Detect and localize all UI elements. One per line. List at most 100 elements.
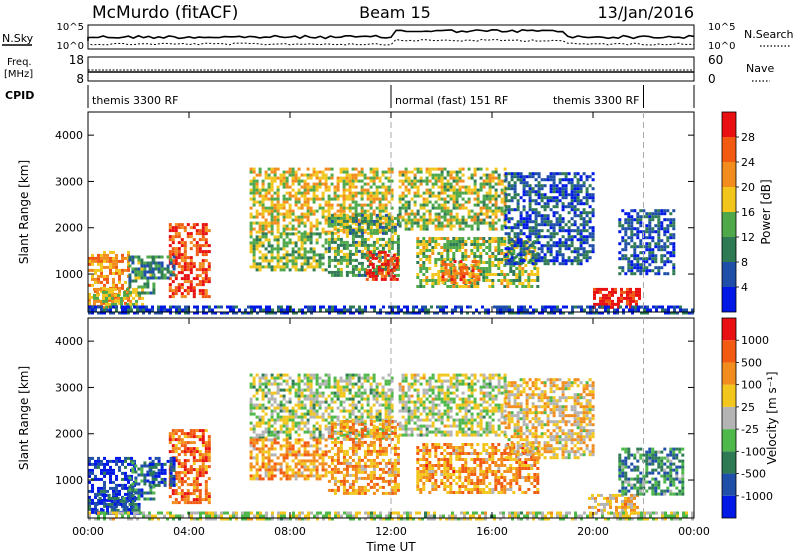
- echo-cell: [657, 215, 661, 219]
- echo-cell: [523, 305, 526, 309]
- echo-cell: [354, 249, 358, 253]
- echo-cell: [473, 173, 477, 177]
- echo-cell: [294, 388, 298, 392]
- echo-cell: [473, 255, 477, 258]
- echo-cell: [327, 216, 331, 220]
- echo-cell: [470, 227, 474, 231]
- echo-cell: [192, 486, 196, 490]
- echo-cell: [576, 250, 580, 254]
- echo-cell: [252, 394, 256, 398]
- echo-cell: [378, 222, 382, 226]
- echo-cell: [186, 471, 190, 475]
- echo-cell: [115, 271, 118, 275]
- echo-cell: [363, 246, 367, 250]
- echo-cell: [638, 296, 641, 300]
- echo-cell: [503, 264, 507, 267]
- echo-cell: [455, 188, 459, 192]
- echo-cell: [108, 302, 111, 306]
- echo-cell: [488, 279, 492, 282]
- echo-cell: [258, 382, 262, 386]
- echo-cell: [513, 181, 517, 185]
- echo-cell: [249, 170, 253, 174]
- echo-cell: [252, 185, 256, 189]
- echo-cell: [648, 257, 652, 261]
- echo-cell: [648, 212, 652, 216]
- echo-cell: [139, 308, 142, 312]
- echo-cell: [130, 477, 133, 481]
- echo-cell: [195, 477, 199, 481]
- echo-cell: [585, 193, 589, 197]
- echo-cell: [608, 296, 611, 300]
- echo-cell: [372, 212, 376, 216]
- echo-cell: [264, 406, 268, 410]
- echo-cell: [285, 382, 289, 386]
- echo-cell: [118, 286, 121, 290]
- echo-cell: [354, 209, 358, 213]
- echo-cell: [195, 498, 199, 502]
- echo-cell: [339, 216, 343, 220]
- echo-cell: [264, 221, 268, 225]
- echo-cell: [461, 218, 465, 222]
- echo-cell: [474, 275, 478, 279]
- echo-cell: [229, 308, 232, 312]
- echo-cell: [118, 289, 121, 293]
- echo-cell: [294, 265, 298, 269]
- echo-cell: [629, 290, 632, 294]
- echo-cell: [434, 200, 438, 204]
- echo-cell: [97, 459, 100, 463]
- echo-cell: [504, 262, 508, 266]
- echo-cell: [309, 188, 313, 192]
- echo-cell: [633, 233, 637, 237]
- echo-cell: [303, 191, 307, 195]
- echo-cell: [567, 226, 571, 230]
- echo-cell: [102, 299, 105, 303]
- echo-cell: [428, 179, 432, 183]
- colorbar-segment: [722, 287, 736, 312]
- echo-cell: [207, 229, 211, 233]
- echo-cell: [672, 272, 676, 276]
- echo-cell: [315, 185, 319, 189]
- echo-cell: [273, 179, 277, 183]
- echo-cell: [476, 200, 480, 204]
- echo-cell: [131, 258, 135, 262]
- echo-cell: [115, 486, 118, 490]
- echo-cell: [300, 238, 304, 242]
- echo-cell: [645, 227, 649, 231]
- echo-cell: [549, 208, 553, 212]
- echo-cell: [479, 212, 483, 216]
- echo-cell: [315, 188, 319, 192]
- echo-cell: [112, 256, 115, 260]
- echo-cell: [201, 262, 205, 266]
- echo-cell: [444, 278, 448, 282]
- echo-cell: [467, 267, 471, 270]
- echo-cell: [502, 311, 505, 315]
- echo-cell: [527, 282, 531, 285]
- echo-cell: [485, 209, 489, 213]
- echo-cell: [131, 488, 135, 492]
- echo-cell: [195, 486, 199, 490]
- echo-cell: [570, 229, 574, 233]
- echo-cell: [342, 216, 346, 220]
- echo-cell: [467, 191, 471, 195]
- echo-cell: [443, 282, 447, 285]
- echo-cell: [496, 311, 499, 315]
- echo-cell: [270, 418, 274, 422]
- echo-cell: [261, 200, 265, 204]
- echo-cell: [504, 247, 508, 251]
- echo-cell: [189, 247, 193, 251]
- echo-cell: [327, 188, 331, 192]
- echo-cell: [576, 253, 580, 257]
- echo-cell: [267, 167, 271, 171]
- echo-cell: [285, 427, 289, 431]
- echo-cell: [291, 194, 295, 198]
- echo-cell: [276, 256, 280, 260]
- echo-cell: [425, 246, 429, 249]
- echo-cell: [522, 208, 526, 212]
- echo-cell: [204, 271, 208, 275]
- echo-cell: [516, 232, 520, 236]
- echo-cell: [672, 224, 676, 228]
- echo-cell: [401, 179, 405, 183]
- echo-cell: [440, 167, 444, 171]
- echo-cell: [157, 462, 161, 466]
- echo-cell: [561, 190, 565, 194]
